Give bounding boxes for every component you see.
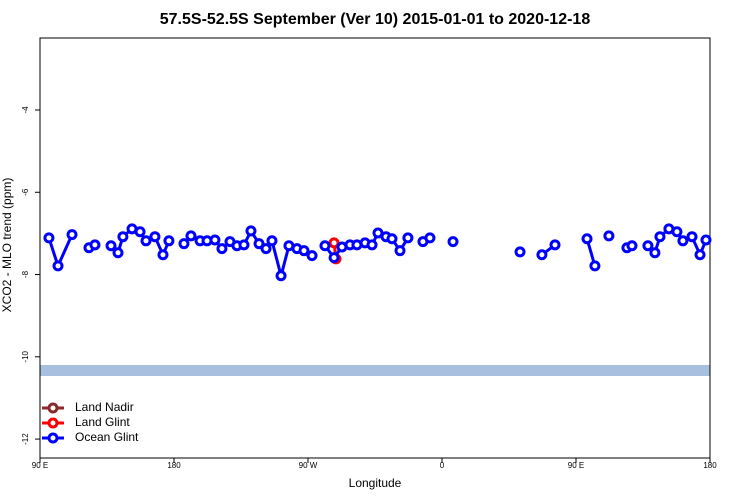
- point: [105, 240, 117, 252]
- legend-marker: [47, 417, 59, 429]
- point: [149, 231, 161, 243]
- x-tick-label: 180: [703, 461, 717, 470]
- point: [117, 231, 129, 243]
- point: [245, 225, 257, 237]
- y-tick-label: -4: [21, 106, 30, 114]
- point: [536, 249, 548, 261]
- point: [238, 239, 250, 251]
- point: [66, 229, 78, 241]
- point: [366, 239, 378, 251]
- point: [216, 243, 228, 255]
- point: [686, 231, 698, 243]
- point: [677, 235, 689, 247]
- point: [306, 250, 318, 262]
- x-tick-label: 0: [440, 461, 445, 470]
- point: [626, 240, 638, 252]
- point: [654, 231, 666, 243]
- point: [328, 237, 340, 249]
- point: [603, 230, 615, 242]
- x-tick-label: 180: [167, 461, 181, 470]
- point: [185, 230, 197, 242]
- point: [112, 247, 124, 259]
- point: [549, 239, 561, 251]
- point: [157, 249, 169, 261]
- point: [275, 270, 287, 282]
- point: [266, 235, 278, 247]
- point: [89, 239, 101, 251]
- legend-label: Land Glint: [75, 415, 130, 429]
- x-axis-label: Longitude: [349, 476, 402, 490]
- y-tick-label: -8: [21, 270, 30, 278]
- point: [589, 260, 601, 272]
- legend-label: Ocean Glint: [75, 430, 139, 444]
- point: [163, 235, 175, 247]
- point: [260, 243, 272, 255]
- point: [514, 246, 526, 258]
- point: [700, 234, 712, 246]
- point: [253, 238, 265, 250]
- point: [319, 240, 331, 252]
- point: [209, 234, 221, 246]
- legend-marker: [47, 432, 59, 444]
- point: [447, 236, 459, 248]
- point: [649, 247, 661, 259]
- x-tick-label: 90 E: [32, 461, 48, 470]
- y-tick-label: -10: [21, 350, 30, 362]
- point: [694, 249, 706, 261]
- x-tick-label: 90 W: [299, 461, 318, 470]
- land-strip: [40, 365, 710, 376]
- y-axis-label: XCO2 - MLO trend (ppm): [0, 178, 14, 313]
- plot-frame: [39, 37, 711, 459]
- point: [642, 240, 654, 252]
- point: [671, 226, 683, 238]
- point: [298, 245, 310, 257]
- legend-marker: [47, 402, 59, 414]
- point: [52, 260, 64, 272]
- point: [424, 232, 436, 244]
- point: [43, 232, 55, 244]
- y-tick-label: -6: [21, 188, 30, 196]
- point: [386, 233, 398, 245]
- x-tick-label: 90 E: [568, 461, 584, 470]
- legend-label: Land Nadir: [75, 400, 134, 414]
- point: [328, 252, 340, 264]
- point: [134, 226, 146, 238]
- point: [394, 245, 406, 257]
- point: [178, 238, 190, 250]
- point: [140, 235, 152, 247]
- point: [581, 233, 593, 245]
- point: [402, 232, 414, 244]
- chart-title: 57.5S-52.5S September (Ver 10) 2015-01-0…: [160, 11, 591, 28]
- y-tick-label: -12: [21, 433, 30, 445]
